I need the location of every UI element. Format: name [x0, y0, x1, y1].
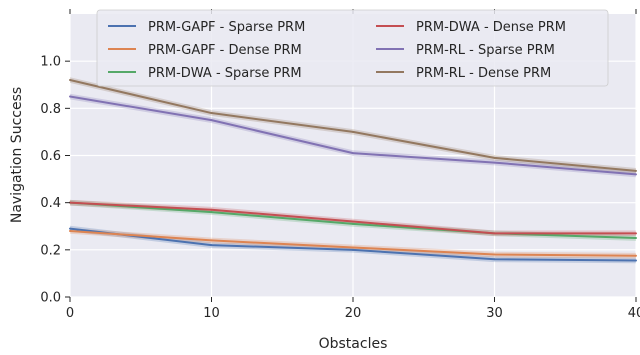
data-point	[493, 232, 496, 235]
legend-label: PRM-DWA - Sparse PRM	[148, 66, 302, 81]
y-tick-label: 0.0	[40, 291, 61, 306]
legend: PRM-GAPF - Sparse PRM PRM-GAPF - Dense PR…	[96, 9, 609, 87]
series-lines	[69, 79, 637, 262]
data-point	[635, 259, 637, 262]
data-point	[493, 156, 496, 159]
x-tick-label: 40	[628, 306, 640, 321]
x-tick-label: 20	[345, 306, 362, 321]
data-point	[352, 248, 354, 251]
legend-label: PRM-GAPF - Sparse PRM	[148, 20, 305, 35]
axis-ticks: 0 10 20 30 40 0.0 0.2 0.4 0.6 0.8 1.0	[40, 9, 640, 321]
data-point	[635, 254, 637, 257]
data-point	[69, 227, 71, 230]
data-point	[352, 222, 354, 225]
data-point	[69, 95, 71, 98]
data-point	[352, 246, 354, 249]
data-point	[635, 232, 637, 235]
x-axis-label: Obstacles	[319, 336, 388, 352]
y-axis-label: Navigation Success	[9, 87, 25, 223]
data-point	[210, 239, 213, 242]
legend-label: PRM-GAPF - Dense PRM	[148, 43, 302, 58]
x-tick-label: 0	[66, 306, 74, 321]
data-point	[352, 130, 354, 133]
data-point	[493, 161, 496, 164]
series-band-5	[70, 77, 636, 174]
data-point	[635, 237, 637, 240]
data-point	[635, 169, 637, 172]
data-point	[210, 208, 213, 211]
data-point	[352, 220, 354, 223]
y-tick-label: 0.4	[40, 196, 61, 211]
y-tick-label: 1.0	[40, 55, 61, 70]
data-point	[210, 112, 213, 115]
data-point	[210, 244, 213, 247]
data-point	[69, 229, 71, 232]
y-tick-label: 0.8	[40, 102, 61, 117]
legend-label: PRM-RL - Dense PRM	[416, 66, 551, 81]
legend-box	[96, 9, 609, 87]
x-tick-label: 10	[203, 306, 220, 321]
x-tick-label: 30	[486, 306, 503, 321]
data-point	[493, 258, 496, 261]
data-point	[493, 253, 496, 256]
data-point	[352, 152, 354, 155]
y-tick-label: 0.6	[40, 149, 61, 164]
legend-label: PRM-DWA - Dense PRM	[416, 20, 566, 35]
data-point	[210, 119, 213, 122]
legend-label: PRM-RL - Sparse PRM	[416, 43, 555, 58]
data-point	[210, 211, 213, 214]
y-tick-label: 0.2	[40, 243, 61, 258]
data-point	[69, 79, 71, 82]
data-point	[635, 173, 637, 176]
